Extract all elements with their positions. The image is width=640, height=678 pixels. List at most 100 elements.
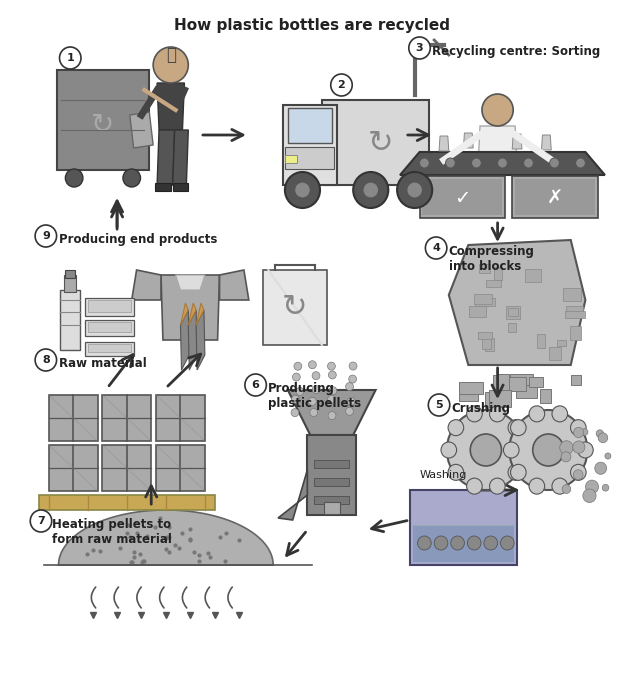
Bar [85,320,134,336]
Circle shape [484,536,497,550]
Circle shape [602,484,609,491]
Circle shape [329,386,337,395]
Bar [474,298,495,306]
Circle shape [308,397,316,405]
Polygon shape [188,310,197,370]
Text: 3: 3 [416,43,423,53]
Text: ↻: ↻ [92,111,115,139]
Circle shape [448,420,464,436]
Bar [173,183,188,191]
Circle shape [562,485,571,494]
Text: ↻: ↻ [282,292,307,321]
Polygon shape [196,303,204,325]
Circle shape [296,387,304,395]
Bar [102,445,151,491]
Polygon shape [180,303,188,325]
Circle shape [35,225,56,247]
Bar [489,390,511,407]
Bar [420,176,506,218]
Circle shape [353,172,388,208]
Polygon shape [478,126,517,165]
Circle shape [552,406,568,422]
Circle shape [509,410,588,490]
Bar [541,389,550,403]
Bar [497,374,509,391]
Text: Recycling centre: Sorting: Recycling centre: Sorting [432,45,600,58]
Bar [61,290,80,350]
Circle shape [346,382,353,391]
Bar [413,525,514,562]
Bar [307,435,356,515]
Circle shape [500,536,514,550]
Text: 1: 1 [67,53,74,63]
Text: 8: 8 [42,355,50,365]
Circle shape [153,47,188,83]
Circle shape [515,442,531,458]
Text: ✓: ✓ [454,188,470,207]
Bar [410,490,517,565]
Bar [156,445,205,491]
Bar [88,322,131,332]
Bar [85,342,134,356]
Bar [516,385,537,399]
Circle shape [328,395,335,403]
Circle shape [447,410,525,490]
Circle shape [441,442,456,458]
Circle shape [583,489,596,502]
Circle shape [409,37,430,59]
Bar [49,445,97,491]
Polygon shape [449,240,586,365]
Bar [565,311,585,318]
Bar [525,269,541,282]
Circle shape [417,536,431,550]
Polygon shape [278,470,307,520]
Polygon shape [161,275,220,340]
Circle shape [595,462,607,475]
Circle shape [397,172,432,208]
Bar [512,176,598,218]
Circle shape [448,464,464,480]
Circle shape [294,182,310,198]
Polygon shape [512,134,522,149]
Circle shape [294,362,302,370]
Circle shape [445,158,455,168]
Polygon shape [157,130,175,185]
Bar [56,70,149,170]
Circle shape [285,172,320,208]
Bar [88,344,131,352]
Circle shape [587,482,597,492]
Circle shape [349,362,357,370]
Circle shape [65,169,83,187]
Bar [486,280,500,287]
Circle shape [573,427,584,438]
Circle shape [467,406,482,422]
Circle shape [577,442,593,458]
Bar [459,382,483,394]
Circle shape [434,536,448,550]
Polygon shape [463,133,473,148]
Circle shape [328,371,336,379]
Circle shape [575,158,586,168]
Circle shape [30,510,52,532]
Bar [479,264,490,273]
Bar [155,183,171,191]
Circle shape [467,478,482,494]
Text: 7: 7 [37,516,45,526]
Circle shape [560,441,573,454]
Text: Raw material: Raw material [58,357,147,370]
Circle shape [470,434,502,466]
Bar [493,375,504,390]
Text: 6: 6 [252,380,260,390]
Circle shape [561,452,571,462]
Text: 4: 4 [432,243,440,253]
Bar [571,375,581,384]
Bar [314,478,349,486]
Bar [507,378,526,391]
Bar [494,267,502,280]
Bar [484,392,497,409]
Circle shape [524,158,533,168]
Circle shape [420,158,429,168]
Bar [288,108,332,143]
Text: ↻: ↻ [368,129,393,157]
Circle shape [482,94,513,126]
